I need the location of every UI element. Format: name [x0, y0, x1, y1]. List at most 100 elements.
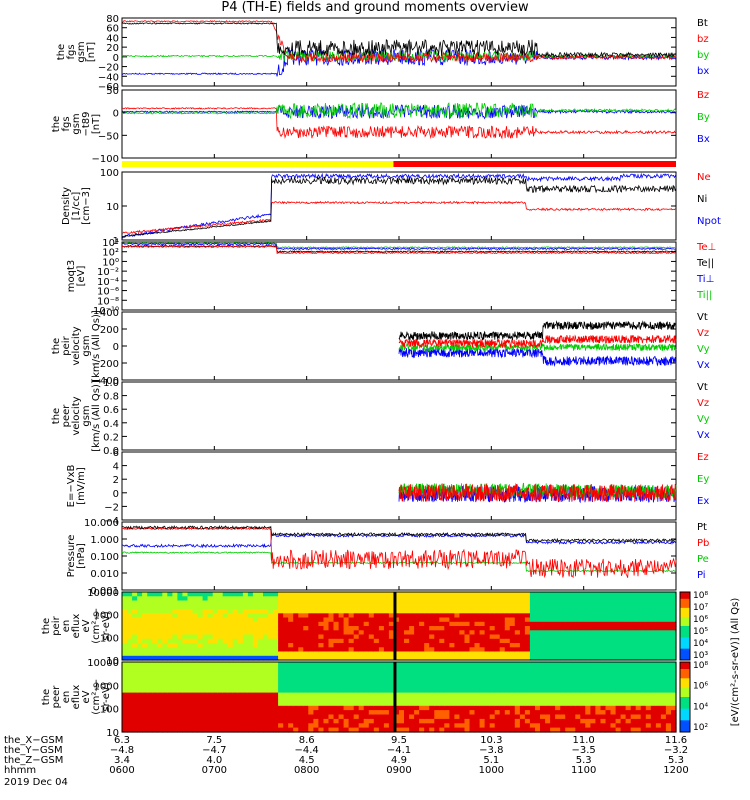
y-tick-label: 0 — [113, 109, 119, 120]
y-tick-label: −400 — [92, 376, 119, 387]
y-tick-label: 1000 — [94, 681, 119, 692]
colorbar-peer-en-eflux — [679, 661, 691, 733]
colorbar-tick: 10⁵ — [693, 627, 708, 637]
colorbar-tick: 10⁶ — [693, 615, 708, 625]
legend-Bt: Bt — [697, 18, 708, 29]
x-tick-label: −4.1 — [387, 745, 411, 756]
svg-text:eV: eV — [81, 619, 92, 632]
y-tick-label: 6 — [113, 448, 119, 459]
x-tick-label: 1200 — [663, 765, 688, 776]
y-tick-label: 0.6 — [103, 405, 119, 416]
panel-frame-fgs-minus-t89 — [121, 89, 677, 159]
svg-text:en: en — [61, 620, 72, 633]
legend-Ey: Ey — [697, 474, 709, 485]
svg-text:E=−VxB: E=−VxB — [66, 465, 77, 508]
svg-text:en: en — [61, 691, 72, 704]
peir-spectrogram — [122, 592, 677, 661]
x-tick-label: 5.3 — [668, 755, 684, 766]
legend-Ne: Ne — [697, 172, 711, 183]
x-tick-label: 9.5 — [391, 735, 407, 746]
y-tick-label: 0.0 — [103, 446, 119, 457]
legend-Vx: Vx — [697, 430, 710, 441]
mode-bar-fast — [393, 161, 676, 167]
svg-text:the: the — [41, 689, 52, 705]
svg-text:Pressure: Pressure — [66, 535, 77, 578]
y-tick-label: 100 — [100, 168, 119, 179]
legend-bz: bz — [697, 34, 709, 45]
svg-text:gsm: gsm — [76, 41, 87, 62]
series-vy — [398, 342, 677, 352]
x-tick-label: 10.3 — [480, 735, 502, 746]
y-tick-label: 20 — [106, 43, 119, 54]
x-tick-label: 11.0 — [573, 735, 595, 746]
legend-Pe: Pe — [697, 554, 709, 565]
svg-text:Density: Density — [61, 187, 72, 225]
y-tick-label: −2 — [104, 502, 119, 513]
svg-text:the: the — [51, 338, 62, 354]
colorbar-peir-en-eflux — [679, 591, 691, 661]
y-tick-label: −40 — [98, 72, 119, 83]
x-tick-label: −4.4 — [295, 745, 319, 756]
series-bz — [121, 20, 677, 64]
y-tick-label: 1000 — [94, 611, 119, 622]
y-tick-label: 1 — [113, 236, 119, 247]
legend-by: by — [697, 50, 709, 61]
x-tick-label: 4.0 — [206, 755, 222, 766]
x-tick-label: 1100 — [571, 765, 596, 776]
svg-text:eV: eV — [81, 690, 92, 703]
svg-text:the: the — [56, 44, 67, 60]
y-tick-label: 0 — [113, 342, 119, 353]
x-tick-label: 7.5 — [206, 735, 222, 746]
svg-text:peer: peer — [51, 685, 62, 709]
svg-text:(cm²-s-: (cm²-s- — [91, 679, 102, 715]
svg-text:peir: peir — [51, 615, 62, 635]
x-tick-label: 5.1 — [483, 755, 499, 766]
y-tick-label: 0 — [113, 489, 119, 500]
y-tick-label: 0.100 — [90, 552, 119, 563]
series-ti-par — [121, 241, 677, 249]
legend-Vx: Vx — [697, 360, 710, 371]
y-axis-label: the peir velocity gsm [km/s (All Qs)] — [51, 310, 102, 382]
y-tick-label: 0.2 — [103, 432, 119, 443]
legend-Ti||: Ti|| — [696, 290, 712, 301]
x-axis-row-label: the_Z−GSM — [4, 755, 63, 766]
series-pi — [121, 533, 677, 549]
panel-frame-fgs — [121, 17, 677, 87]
x-tick-label: 0900 — [386, 765, 411, 776]
y-tick-label: 10⁻⁸ — [97, 296, 119, 307]
x-tick-label: 1000 — [479, 765, 504, 776]
svg-text:gsm: gsm — [71, 113, 82, 134]
colorbar-tick: 10⁶ — [693, 682, 708, 692]
y-tick-label: 4 — [113, 462, 119, 473]
panel-frame-density — [121, 171, 677, 241]
svg-text:[eV/(cm²-s-sr-eV)] (All Qs): [eV/(cm²-s-sr-eV)] (All Qs) — [730, 598, 741, 727]
svg-text:[eV]: [eV] — [76, 266, 87, 287]
y-tick-label: 10000 — [87, 588, 119, 599]
svg-text:gsm: gsm — [81, 335, 92, 356]
svg-text:the: the — [41, 618, 52, 634]
svg-text:velocity: velocity — [71, 396, 82, 435]
legend-Te⊥: Te⊥ — [696, 242, 716, 253]
y-tick-label: 0 — [113, 53, 119, 64]
y-tick-label: 0.8 — [103, 392, 119, 403]
y-tick-label: 10⁻² — [97, 267, 119, 278]
svg-text:[1/cc]: [1/cc] — [71, 192, 82, 221]
svg-text:peer: peer — [61, 404, 72, 428]
y-tick-label: 10 — [106, 656, 119, 667]
svg-text:eflux: eflux — [71, 614, 82, 639]
x-axis-row-label: hhmm — [4, 765, 36, 776]
y-tick-label: −20 — [98, 63, 119, 74]
svg-text:[mV/m]: [mV/m] — [76, 467, 87, 505]
panel-frame-peer-velocity — [121, 381, 677, 451]
y-axis-label: E=−VxB [mV/m] — [66, 465, 87, 508]
y-tick-label: 2 — [113, 475, 119, 486]
legend-Bz: Bz — [697, 90, 709, 101]
y-tick-label: 80 — [106, 14, 119, 25]
legend-bx: bx — [697, 66, 709, 77]
svg-text:fgs: fgs — [61, 116, 72, 131]
svg-text:velocity: velocity — [71, 326, 82, 365]
svg-text:gsm: gsm — [81, 405, 92, 426]
series-bx — [121, 48, 677, 77]
svg-text:[cm−3]: [cm−3] — [81, 187, 92, 225]
